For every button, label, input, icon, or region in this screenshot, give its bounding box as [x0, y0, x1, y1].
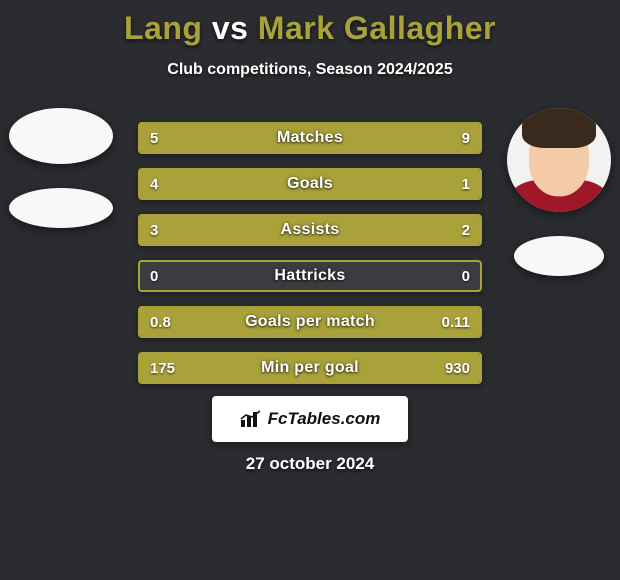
stat-bar-left-fill — [140, 170, 405, 198]
stat-label: Hattricks — [140, 262, 480, 290]
player1-avatar-placeholder — [9, 108, 113, 164]
title-vs: vs — [212, 10, 249, 46]
brand-text: FcTables.com — [268, 409, 381, 429]
stat-bar-right-fill — [344, 216, 480, 244]
stat-bar-right-fill — [405, 170, 480, 198]
title-player2: Mark Gallagher — [258, 10, 496, 46]
player1-column — [6, 108, 116, 228]
stat-row: 59Matches — [138, 122, 482, 154]
stat-bar-left-fill — [140, 124, 262, 152]
player2-hair — [522, 108, 596, 148]
date-text: 27 october 2024 — [0, 454, 620, 474]
stat-bar-left-fill — [140, 308, 439, 336]
comparison-bars: 59Matches 41Goals 32Assists 0 0Hattricks 0.80… — [138, 122, 482, 398]
player2-team-badge-placeholder — [514, 236, 604, 276]
title-player1: Lang — [124, 10, 202, 46]
stat-row: 32Assists — [138, 214, 482, 246]
stat-bar-left-fill — [140, 216, 344, 244]
stat-row: 41Goals — [138, 168, 482, 200]
player2-avatar — [507, 108, 611, 212]
stat-value-left: 0 — [140, 262, 168, 290]
stat-bar-right-fill — [194, 354, 480, 382]
brand-badge: FcTables.com — [212, 396, 408, 442]
subtitle: Club competitions, Season 2024/2025 — [0, 61, 620, 79]
stat-bar-right-fill — [262, 124, 480, 152]
stat-row: 0 0Hattricks — [138, 260, 482, 292]
stat-row: 175930Min per goal — [138, 352, 482, 384]
player1-team-badge-placeholder — [9, 188, 113, 228]
page-title: Lang vs Mark Gallagher — [0, 0, 620, 47]
stat-row: 0.80.11Goals per match — [138, 306, 482, 338]
brand-chart-icon — [240, 410, 262, 428]
stat-value-right: 0 — [452, 262, 480, 290]
stat-bar-left-fill — [140, 354, 194, 382]
player2-column — [504, 108, 614, 276]
stat-bar-right-fill — [439, 308, 480, 336]
